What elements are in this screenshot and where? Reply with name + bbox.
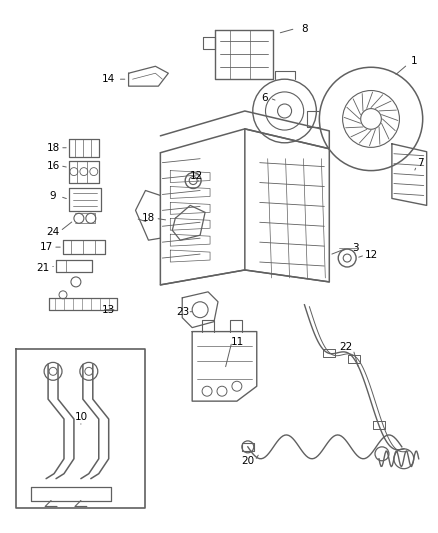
- Text: 12: 12: [190, 171, 203, 181]
- Text: 1: 1: [410, 56, 417, 66]
- Text: 20: 20: [241, 456, 254, 466]
- Text: 22: 22: [339, 343, 353, 352]
- Text: 21: 21: [36, 263, 50, 273]
- Text: 17: 17: [39, 242, 53, 252]
- Text: 24: 24: [46, 227, 60, 237]
- Text: 23: 23: [177, 306, 190, 317]
- Text: 18: 18: [46, 143, 60, 153]
- Text: 3: 3: [352, 243, 358, 253]
- Text: 12: 12: [364, 250, 378, 260]
- Text: 14: 14: [102, 74, 115, 84]
- Text: 10: 10: [74, 412, 88, 422]
- Text: 8: 8: [301, 23, 308, 34]
- Text: 9: 9: [50, 191, 57, 201]
- Text: 16: 16: [46, 160, 60, 171]
- Text: 13: 13: [102, 305, 115, 314]
- Text: 6: 6: [261, 93, 268, 103]
- Text: 18: 18: [142, 213, 155, 223]
- Text: 7: 7: [417, 158, 424, 168]
- Text: 11: 11: [231, 336, 244, 346]
